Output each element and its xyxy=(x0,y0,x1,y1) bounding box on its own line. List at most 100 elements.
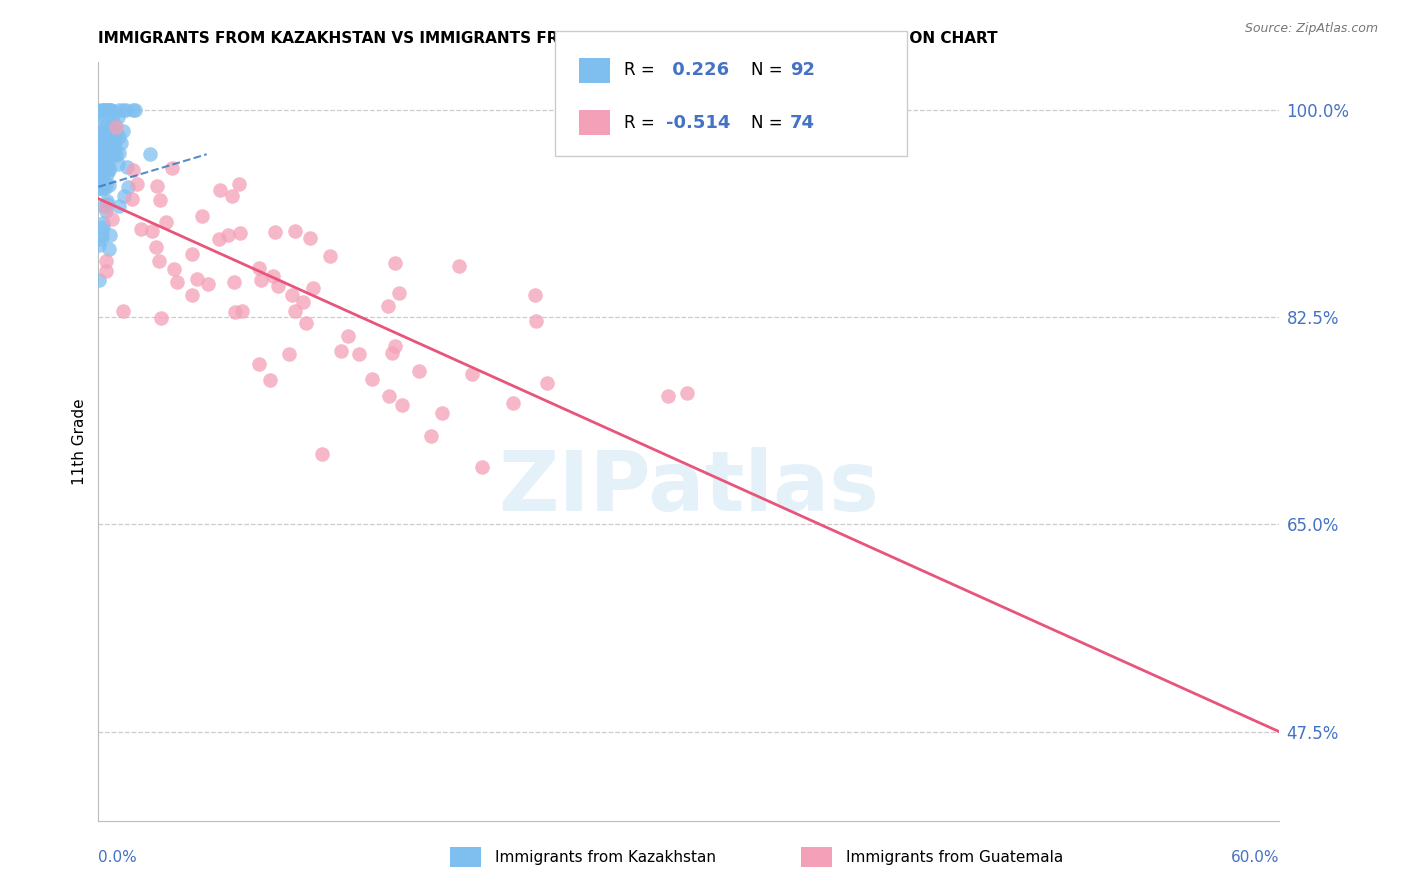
Point xyxy=(91,178,114,193)
Point xyxy=(98,161,121,175)
Point xyxy=(93,110,115,124)
Point xyxy=(89,173,111,187)
Point xyxy=(100,103,122,117)
Point xyxy=(378,389,401,403)
Point xyxy=(91,228,114,243)
Point xyxy=(284,224,307,238)
Point xyxy=(224,305,246,319)
Point xyxy=(93,103,115,117)
Point xyxy=(262,269,284,284)
Point xyxy=(657,388,679,402)
Point xyxy=(278,347,301,361)
Point xyxy=(89,273,111,287)
Point xyxy=(391,398,413,412)
Point xyxy=(91,137,114,152)
Point xyxy=(96,167,118,181)
Point xyxy=(267,279,290,293)
Point xyxy=(97,103,120,117)
Point xyxy=(160,161,183,175)
Point xyxy=(104,118,127,132)
Point xyxy=(284,304,307,318)
Point xyxy=(91,160,114,174)
Point xyxy=(117,179,139,194)
Text: 0.226: 0.226 xyxy=(666,62,730,79)
Text: IMMIGRANTS FROM KAZAKHSTAN VS IMMIGRANTS FROM GUATEMALA 11TH GRADE CORRELATION C: IMMIGRANTS FROM KAZAKHSTAN VS IMMIGRANTS… xyxy=(98,31,998,46)
Point xyxy=(361,372,384,386)
Point xyxy=(110,136,132,151)
Point xyxy=(107,129,129,144)
Point xyxy=(94,119,117,133)
Point xyxy=(139,146,162,161)
Point xyxy=(103,126,125,140)
Point xyxy=(471,459,494,474)
Point xyxy=(381,345,404,359)
Point xyxy=(94,264,117,278)
Point xyxy=(97,153,120,168)
Point xyxy=(108,146,131,161)
Point xyxy=(98,227,121,242)
Point xyxy=(98,242,121,256)
Point xyxy=(98,135,121,149)
Y-axis label: 11th Grade: 11th Grade xyxy=(72,398,87,485)
Point xyxy=(91,143,114,157)
Point xyxy=(259,373,281,387)
Point xyxy=(121,192,143,206)
Point xyxy=(298,230,321,244)
Point xyxy=(112,123,135,137)
Point xyxy=(90,232,112,246)
Point xyxy=(104,147,127,161)
Point xyxy=(98,131,121,145)
Point xyxy=(89,128,111,143)
Point xyxy=(377,299,399,313)
Point xyxy=(247,357,270,371)
Point xyxy=(94,181,117,195)
Point xyxy=(111,304,134,318)
Point xyxy=(115,103,138,117)
Point xyxy=(209,183,232,197)
Point xyxy=(94,120,117,135)
Point xyxy=(302,281,325,295)
Point xyxy=(96,144,118,158)
Point xyxy=(408,364,430,378)
Point xyxy=(94,204,117,219)
Point xyxy=(90,169,112,183)
Text: 74: 74 xyxy=(790,113,815,132)
Point xyxy=(91,219,114,234)
Text: R =: R = xyxy=(624,62,661,79)
Point xyxy=(264,225,287,239)
Point xyxy=(186,271,208,285)
Point xyxy=(90,107,112,121)
Point xyxy=(89,166,111,180)
Point xyxy=(231,304,253,318)
Point xyxy=(101,117,124,131)
Point xyxy=(329,344,352,359)
Point xyxy=(121,103,143,117)
Point xyxy=(208,232,231,246)
Point xyxy=(524,288,547,302)
Point xyxy=(502,396,524,410)
Point xyxy=(98,149,121,163)
Point xyxy=(247,261,270,276)
Point xyxy=(89,136,111,150)
Point xyxy=(100,111,122,125)
Point xyxy=(104,120,127,135)
Point xyxy=(112,189,135,203)
Point xyxy=(107,110,129,124)
Point xyxy=(166,275,188,289)
Text: 60.0%: 60.0% xyxy=(1232,850,1279,865)
Text: N =: N = xyxy=(751,113,787,132)
Point xyxy=(163,261,186,276)
Point xyxy=(91,216,114,230)
Point xyxy=(104,128,127,143)
Point xyxy=(141,224,163,238)
Point xyxy=(89,103,111,117)
Point xyxy=(107,103,129,117)
Text: N =: N = xyxy=(751,62,787,79)
Text: 0.0%: 0.0% xyxy=(98,850,138,865)
Point xyxy=(94,253,117,268)
Point xyxy=(229,227,252,241)
Point xyxy=(319,249,342,263)
Point xyxy=(536,376,558,390)
Point xyxy=(96,194,118,208)
Point xyxy=(155,215,177,229)
